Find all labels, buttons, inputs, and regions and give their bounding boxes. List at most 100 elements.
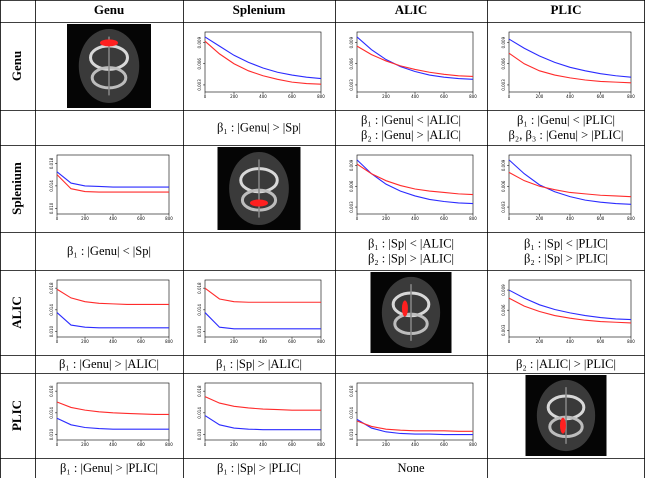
x-tick-label: 800 (165, 442, 173, 447)
x-tick-label: 800 (469, 216, 477, 221)
y-tick-label: 0.009 (197, 36, 202, 48)
x-tick-label: 800 (317, 339, 325, 344)
x-tick-label: 400 (566, 216, 574, 221)
x-tick-label: 200 (382, 442, 390, 447)
x-tick-label: 400 (411, 94, 419, 99)
data-line (56, 312, 169, 329)
x-tick-label: 600 (137, 216, 145, 221)
y-tick-label: 0.009 (501, 36, 506, 48)
comparison-note: β₁ : |Genu| < |PLIC| (517, 113, 615, 127)
comparison-note: β₁ : |Sp| < |PLIC| (524, 236, 608, 250)
x-tick-label: 200 (382, 216, 390, 221)
x-tick-label: 400 (109, 216, 117, 221)
plot-frame (204, 382, 322, 441)
y-tick-label: 0.006 (349, 58, 354, 70)
x-tick-label: 0 (356, 216, 359, 221)
x-tick-label: 400 (566, 339, 574, 344)
x-tick-label: 0 (204, 339, 207, 344)
data-line (204, 312, 321, 330)
data-line (508, 297, 632, 324)
y-tick-label: 0.003 (501, 79, 506, 91)
y-tick-label: 0.010 (49, 202, 54, 214)
column-header: PLIC (550, 2, 581, 17)
y-tick-label: 0.018 (49, 385, 54, 397)
x-tick-label: 800 (317, 94, 325, 99)
y-tick-label: 0.014 (197, 304, 202, 316)
plot-frame (356, 31, 474, 93)
y-tick-label: 0.006 (349, 180, 354, 192)
x-tick-label: 600 (288, 339, 296, 344)
x-tick-label: 600 (137, 339, 145, 344)
y-tick-label: 0.018 (49, 157, 54, 169)
comparison-note: β₁ : |Genu| < |Sp| (67, 244, 151, 258)
x-tick-label: 0 (56, 339, 59, 344)
data-line (56, 401, 169, 416)
data-line (204, 287, 321, 303)
x-tick-label: 0 (508, 216, 511, 221)
roi-highlight (401, 300, 408, 317)
data-line (204, 415, 321, 431)
x-tick-label: 200 (230, 442, 238, 447)
x-tick-label: 400 (259, 339, 267, 344)
data-line (356, 163, 474, 196)
y-tick-label: 0.014 (197, 407, 202, 419)
data-line (508, 171, 632, 198)
y-tick-label: 0.003 (349, 201, 354, 213)
data-line (508, 159, 632, 205)
comparison-note: β₁ : |Genu| > |Sp| (217, 120, 301, 134)
y-tick-label: 0.018 (197, 282, 202, 294)
plot-frame (508, 154, 632, 215)
data-line (204, 36, 322, 80)
plot-frame (356, 154, 474, 215)
x-tick-label: 600 (597, 216, 605, 221)
comparison-note: β₁ : |Sp| > |ALIC| (216, 357, 302, 371)
data-line (356, 36, 474, 80)
data-line (356, 420, 473, 432)
brain-image (67, 24, 151, 108)
x-tick-label: 200 (81, 216, 89, 221)
comparison-note: β₁ : |Genu| > |ALIC| (59, 357, 159, 371)
x-tick-label: 200 (382, 94, 390, 99)
y-tick-label: 0.014 (49, 180, 54, 192)
x-tick-label: 800 (627, 216, 635, 221)
plot-frame (56, 279, 170, 338)
x-tick-label: 200 (536, 94, 544, 99)
x-tick-label: 200 (81, 442, 89, 447)
x-tick-label: 200 (536, 339, 544, 344)
y-tick-label: 0.014 (49, 304, 54, 316)
brain-image (217, 147, 301, 230)
data-line (56, 417, 169, 430)
x-tick-label: 400 (109, 442, 117, 447)
y-tick-label: 0.006 (501, 58, 506, 70)
y-tick-label: 0.018 (349, 385, 354, 397)
x-tick-label: 600 (440, 216, 448, 221)
row-header: ALIC (9, 296, 24, 329)
x-tick-label: 400 (259, 442, 267, 447)
x-tick-label: 200 (230, 339, 238, 344)
comparison-note: β₂ : |ALIC| > |PLIC| (516, 357, 616, 371)
x-tick-label: 0 (356, 442, 359, 447)
comparison-note: β₁ : |Sp| > |PLIC| (217, 461, 301, 475)
x-tick-label: 0 (56, 442, 59, 447)
x-tick-label: 800 (469, 442, 477, 447)
column-header: Splenium (233, 2, 286, 17)
x-tick-label: 800 (627, 339, 635, 344)
y-tick-label: 0.010 (197, 428, 202, 440)
data-line (508, 38, 632, 78)
x-tick-label: 600 (597, 339, 605, 344)
brain-image (370, 272, 452, 353)
x-tick-label: 600 (440, 442, 448, 447)
x-tick-label: 0 (356, 94, 359, 99)
comparison-note: β₁ : |Sp| < |ALIC| (368, 236, 454, 250)
x-tick-label: 800 (165, 339, 173, 344)
data-line (204, 40, 322, 85)
comparison-note: β₂ : |Genu| > |ALIC| (361, 128, 461, 142)
y-tick-label: 0.006 (197, 58, 202, 70)
x-tick-label: 400 (259, 94, 267, 99)
y-tick-label: 0.010 (49, 428, 54, 440)
x-tick-label: 0 (56, 216, 59, 221)
y-tick-label: 0.014 (349, 407, 354, 419)
x-tick-label: 0 (204, 94, 207, 99)
y-tick-label: 0.018 (49, 282, 54, 294)
